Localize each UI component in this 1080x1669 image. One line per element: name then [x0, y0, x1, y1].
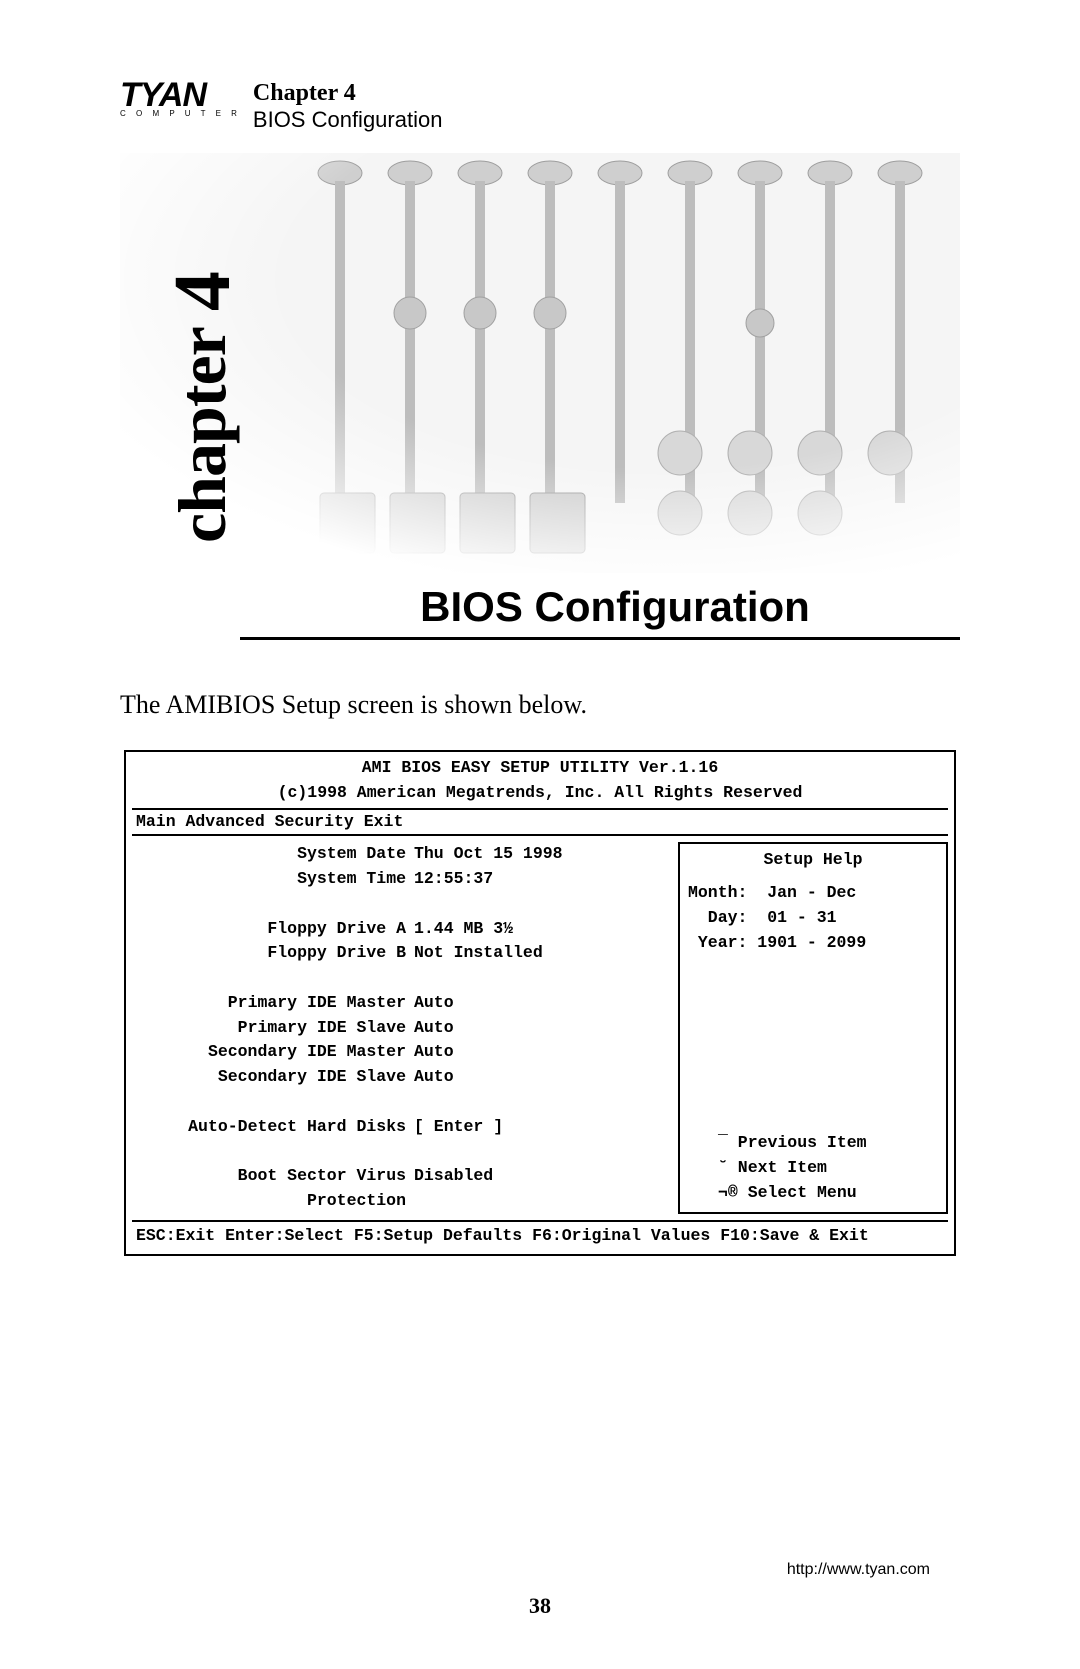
intro-text: The AMIBIOS Setup screen is shown below. — [120, 690, 960, 720]
bios-setting-row — [134, 1139, 670, 1164]
chapter-vertical-num: 4 — [158, 272, 249, 311]
help-nav-line: ¬® Select Menu — [718, 1181, 938, 1206]
logo: TYAN C O M P U T E R — [120, 80, 241, 118]
section-title: BIOS Configuration — [270, 583, 960, 631]
bios-setting-row: Floppy Drive BNot Installed — [134, 941, 670, 966]
bios-setting-row: Auto-Detect Hard Disks[ Enter ] — [134, 1115, 670, 1140]
bios-setting-row — [134, 892, 670, 917]
bios-setting-row: Primary IDE MasterAuto — [134, 991, 670, 1016]
help-line: Day: 01 - 31 — [688, 906, 938, 931]
bios-setting-row — [134, 966, 670, 991]
bios-setting-value — [414, 966, 424, 991]
bios-setting-label: Floppy Drive A — [134, 917, 414, 942]
bios-setting-value — [414, 1090, 424, 1115]
chapter-heading: Chapter 4 BIOS Configuration — [253, 80, 443, 133]
bios-setting-value: Auto — [414, 1065, 454, 1090]
bios-setting-row: Boot Sector Virus ProtectionDisabled — [134, 1164, 670, 1214]
bios-setting-label: Primary IDE Master — [134, 991, 414, 1016]
bios-setting-value: 1.44 MB 3½ — [414, 917, 513, 942]
bios-setting-value: [ Enter ] — [414, 1115, 503, 1140]
chapter-vertical-word: chapter — [164, 327, 240, 543]
bios-setting-value — [414, 892, 424, 917]
bios-title-1: AMI BIOS EASY SETUP UTILITY Ver.1.16 — [132, 756, 948, 781]
help-lines: Month: Jan - Dec Day: 01 - 31 Year: 1901… — [688, 881, 938, 955]
bios-menu: Main Advanced Security Exit — [132, 808, 948, 837]
title-rule — [240, 637, 960, 640]
bios-setting-value — [414, 1139, 424, 1164]
page-number: 38 — [0, 1593, 1080, 1619]
logo-sub: C O M P U T E R — [120, 109, 241, 118]
bios-title-2: (c)1998 American Megatrends, Inc. All Ri… — [132, 781, 948, 806]
help-nav: ¯ Previous Item˘ Next Item¬® Select Menu — [688, 1131, 938, 1205]
bios-setting-label: System Time — [134, 867, 414, 892]
chapter-subtitle: BIOS Configuration — [253, 107, 443, 133]
help-nav-line: ˘ Next Item — [718, 1156, 938, 1181]
bios-setting-label: Floppy Drive B — [134, 941, 414, 966]
bios-setting-value: Auto — [414, 1040, 454, 1065]
bios-settings-panel: System DateThu Oct 15 1998System Time12:… — [132, 842, 670, 1213]
bios-setting-row: System DateThu Oct 15 1998 — [134, 842, 670, 867]
page-header: TYAN C O M P U T E R Chapter 4 BIOS Conf… — [120, 80, 960, 133]
help-line: Year: 1901 - 2099 — [688, 931, 938, 956]
bios-setting-label — [134, 892, 414, 917]
bios-setting-value: Disabled — [414, 1164, 493, 1214]
bios-setting-row: Floppy Drive A1.44 MB 3½ — [134, 917, 670, 942]
bios-screen: AMI BIOS EASY SETUP UTILITY Ver.1.16 (c)… — [124, 750, 956, 1256]
help-line: Month: Jan - Dec — [688, 881, 938, 906]
bios-setting-row: Primary IDE SlaveAuto — [134, 1016, 670, 1041]
bios-setting-label: Secondary IDE Slave — [134, 1065, 414, 1090]
chapter-label: Chapter 4 — [253, 80, 443, 107]
bios-setting-label — [134, 1090, 414, 1115]
bios-setting-label: Auto-Detect Hard Disks — [134, 1115, 414, 1140]
hero-image: chapter 4 — [120, 153, 960, 573]
bios-setting-label — [134, 966, 414, 991]
bios-setting-value: 12:55:37 — [414, 867, 493, 892]
bios-setting-value: Not Installed — [414, 941, 543, 966]
chapter-vertical-label: chapter 4 — [158, 272, 249, 543]
logo-main: TYAN — [120, 80, 206, 111]
bios-setting-row: System Time12:55:37 — [134, 867, 670, 892]
bios-setting-label: Boot Sector Virus Protection — [134, 1164, 414, 1214]
bios-setting-label: Secondary IDE Master — [134, 1040, 414, 1065]
bios-setting-value: Auto — [414, 991, 454, 1016]
bios-setting-value: Auto — [414, 1016, 454, 1041]
bios-setting-row: Secondary IDE MasterAuto — [134, 1040, 670, 1065]
bios-setting-label — [134, 1139, 414, 1164]
help-nav-line: ¯ Previous Item — [718, 1131, 938, 1156]
bios-footer: ESC:Exit Enter:Select F5:Setup Defaults … — [132, 1220, 948, 1251]
bios-setting-label: Primary IDE Slave — [134, 1016, 414, 1041]
help-title: Setup Help — [688, 848, 938, 873]
footer-url: http://www.tyan.com — [787, 1561, 930, 1579]
bios-setting-row: Secondary IDE SlaveAuto — [134, 1065, 670, 1090]
bios-help-panel: Setup Help Month: Jan - Dec Day: 01 - 31… — [678, 842, 948, 1213]
bios-setting-row — [134, 1090, 670, 1115]
bios-setting-label: System Date — [134, 842, 414, 867]
bios-setting-value: Thu Oct 15 1998 — [414, 842, 563, 867]
